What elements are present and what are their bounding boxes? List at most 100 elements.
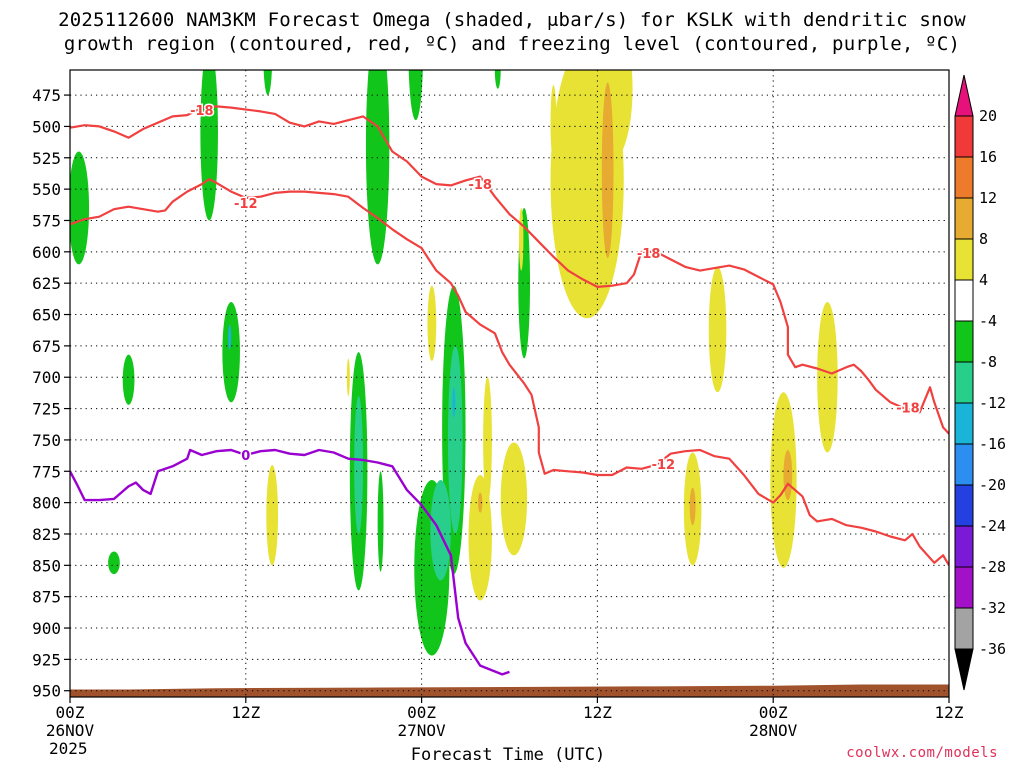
omega-shade-27 — [468, 475, 492, 601]
colorbar-swatch-8 — [954, 402, 974, 445]
colorbar-label-3: 8 — [979, 230, 988, 248]
colorbar-label-4: 4 — [979, 271, 988, 289]
x-date-label-24: 27NOV — [398, 721, 447, 740]
colorbar-swatch-11 — [954, 525, 974, 568]
colorbar-label-6: -8 — [979, 353, 997, 371]
freezing-level-contour — [70, 448, 510, 676]
contour-label-3: -18 — [637, 247, 661, 262]
colorbar-swatch-13 — [954, 607, 974, 650]
x-axis-title: Forecast Time (UTC) — [410, 745, 606, 765]
omega-shade-35 — [689, 487, 696, 526]
omega-shade-13 — [494, 70, 501, 89]
colorbar-label-12: -32 — [979, 599, 1006, 617]
omega-shade-7 — [408, 70, 423, 121]
colorbar-label-8: -16 — [979, 435, 1006, 453]
contour-label-0: -18 — [190, 104, 214, 119]
omega-shade-26 — [500, 442, 528, 556]
colorbar-swatch-3 — [954, 197, 974, 240]
x-tick-label-48: 00Z — [759, 703, 788, 722]
colorbar-label-0: 20 — [979, 107, 997, 125]
y-tick-label-600: 600 — [32, 243, 61, 262]
omega-shade-32 — [346, 358, 350, 397]
plot-area: -18 -12 -18 -18 -12 -18 0 — [70, 70, 949, 697]
omega-shade-18 — [228, 324, 232, 350]
colorbar-label-9: -20 — [979, 476, 1006, 494]
y-tick-label-825: 825 — [32, 525, 61, 544]
y-tick-label-475: 475 — [32, 86, 61, 105]
omega-shade-1 — [200, 70, 218, 221]
colorbar-swatch-12 — [954, 566, 974, 609]
colorbar-swatch-2 — [954, 156, 974, 199]
y-tick-label-850: 850 — [32, 556, 61, 575]
colorbar-label-5: -4 — [979, 312, 997, 330]
colorbar-label-2: 12 — [979, 189, 997, 207]
title-line-2: growth region (contoured, red, ºC) and f… — [63, 33, 961, 55]
y-tick-label-575: 575 — [32, 211, 61, 230]
colorbar-swatch-4 — [954, 238, 974, 281]
colorbar-label-11: -28 — [979, 558, 1006, 576]
colorbar-label-7: -12 — [979, 394, 1006, 412]
chart-title: 2025112600 NAM3KM Forecast Omega (shaded… — [0, 8, 1024, 56]
omega-shade-34 — [478, 492, 483, 513]
colorbar-swatch-7 — [954, 361, 974, 404]
credit-link[interactable]: coolwx.com/models — [846, 745, 998, 761]
omega-shade-28 — [483, 377, 492, 503]
omega-shade-2 — [263, 70, 272, 96]
colorbar-swatch-10 — [954, 484, 974, 527]
temp-contour-1 — [70, 178, 949, 566]
colorbar-swatch-1 — [954, 115, 974, 158]
y-tick-label-900: 900 — [32, 619, 61, 638]
colorbar-label-10: -24 — [979, 517, 1006, 535]
contour-label-1: -12 — [234, 197, 258, 212]
omega-shade-21 — [519, 207, 524, 271]
omega-shade-6 — [365, 70, 390, 265]
colorbar-cap-top — [954, 74, 974, 117]
y-tick-label-650: 650 — [32, 306, 61, 325]
y-tick-label-500: 500 — [32, 117, 61, 136]
y-tick-label-800: 800 — [32, 494, 61, 513]
omega-shade-9 — [377, 471, 384, 572]
x-date-label-0: 26NOV — [46, 721, 95, 740]
temp-contour-0 — [70, 105, 949, 435]
colorbar-label-1: 16 — [979, 148, 997, 166]
y-tick-label-625: 625 — [32, 274, 61, 293]
omega-shade-14 — [354, 396, 364, 534]
omega-shade-24 — [817, 301, 838, 453]
y-tick-label-550: 550 — [32, 180, 61, 199]
y-tick-label-925: 925 — [32, 650, 61, 669]
omega-shade-36 — [783, 449, 793, 501]
y-tick-label-675: 675 — [32, 337, 61, 356]
x-tick-label-60: 12Z — [935, 703, 964, 722]
omega-shade-25 — [427, 285, 437, 361]
colorbar-swatch-6 — [954, 320, 974, 363]
y-tick-label-950: 950 — [32, 682, 61, 701]
contour-label-5: -18 — [896, 401, 920, 416]
omega-shade-15 — [430, 480, 451, 581]
terrain-fill — [70, 684, 949, 697]
x-tick-label-24: 00Z — [407, 703, 436, 722]
plot-frame — [69, 69, 950, 698]
omega-shade-5 — [108, 551, 120, 575]
colorbar-swatch-9 — [954, 443, 974, 486]
colorbar-label-13: -36 — [979, 640, 1006, 658]
y-tick-label-875: 875 — [32, 588, 61, 607]
omega-shade-0 — [70, 151, 90, 265]
x-date-label-48: 28NOV — [749, 721, 798, 740]
x-year-label-0: 2025 — [49, 739, 88, 758]
contour-label-4: -12 — [652, 458, 676, 473]
title-line-1: 2025112600 NAM3KM Forecast Omega (shaded… — [58, 9, 966, 31]
x-tick-label-0: 00Z — [56, 703, 85, 722]
omega-shade-33 — [601, 82, 614, 259]
y-tick-label-750: 750 — [32, 431, 61, 450]
omega-shade-3 — [222, 301, 240, 403]
omega-shade-22 — [550, 85, 557, 161]
y-tick-label-725: 725 — [32, 400, 61, 419]
contour-label-2: -18 — [468, 178, 492, 193]
colorbar-swatch-5 — [954, 279, 974, 322]
y-tick-label-700: 700 — [32, 368, 61, 387]
contour-label-6: 0 — [241, 449, 250, 464]
x-tick-label-12: 12Z — [231, 703, 260, 722]
omega-shade-23 — [708, 266, 727, 393]
omega-shade-4 — [122, 354, 135, 405]
